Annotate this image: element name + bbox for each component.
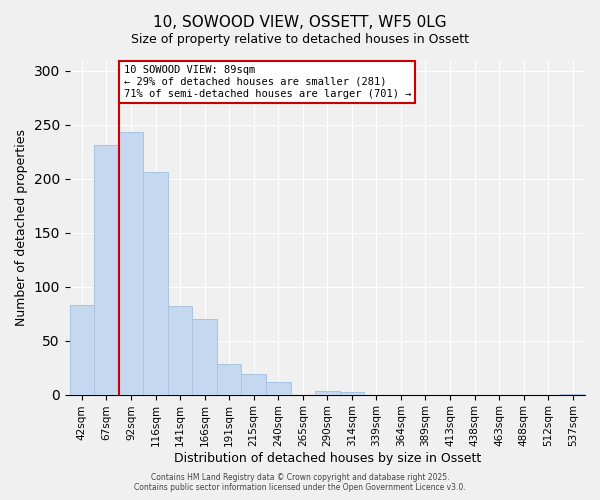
Text: 10, SOWOOD VIEW, OSSETT, WF5 0LG: 10, SOWOOD VIEW, OSSETT, WF5 0LG [153, 15, 447, 30]
Bar [217, 364, 241, 394]
Bar [94, 146, 119, 394]
Bar [241, 374, 266, 394]
Text: 10 SOWOOD VIEW: 89sqm
← 29% of detached houses are smaller (281)
71% of semi-det: 10 SOWOOD VIEW: 89sqm ← 29% of detached … [124, 66, 411, 98]
Bar [70, 305, 94, 394]
Bar [340, 392, 364, 394]
Y-axis label: Number of detached properties: Number of detached properties [15, 129, 28, 326]
Bar [266, 382, 290, 394]
Bar [168, 306, 193, 394]
Text: Contains HM Land Registry data © Crown copyright and database right 2025.
Contai: Contains HM Land Registry data © Crown c… [134, 473, 466, 492]
Bar [193, 319, 217, 394]
Bar [143, 172, 168, 394]
X-axis label: Distribution of detached houses by size in Ossett: Distribution of detached houses by size … [174, 452, 481, 465]
Text: Size of property relative to detached houses in Ossett: Size of property relative to detached ho… [131, 32, 469, 46]
Bar [119, 132, 143, 394]
Bar [315, 392, 340, 394]
